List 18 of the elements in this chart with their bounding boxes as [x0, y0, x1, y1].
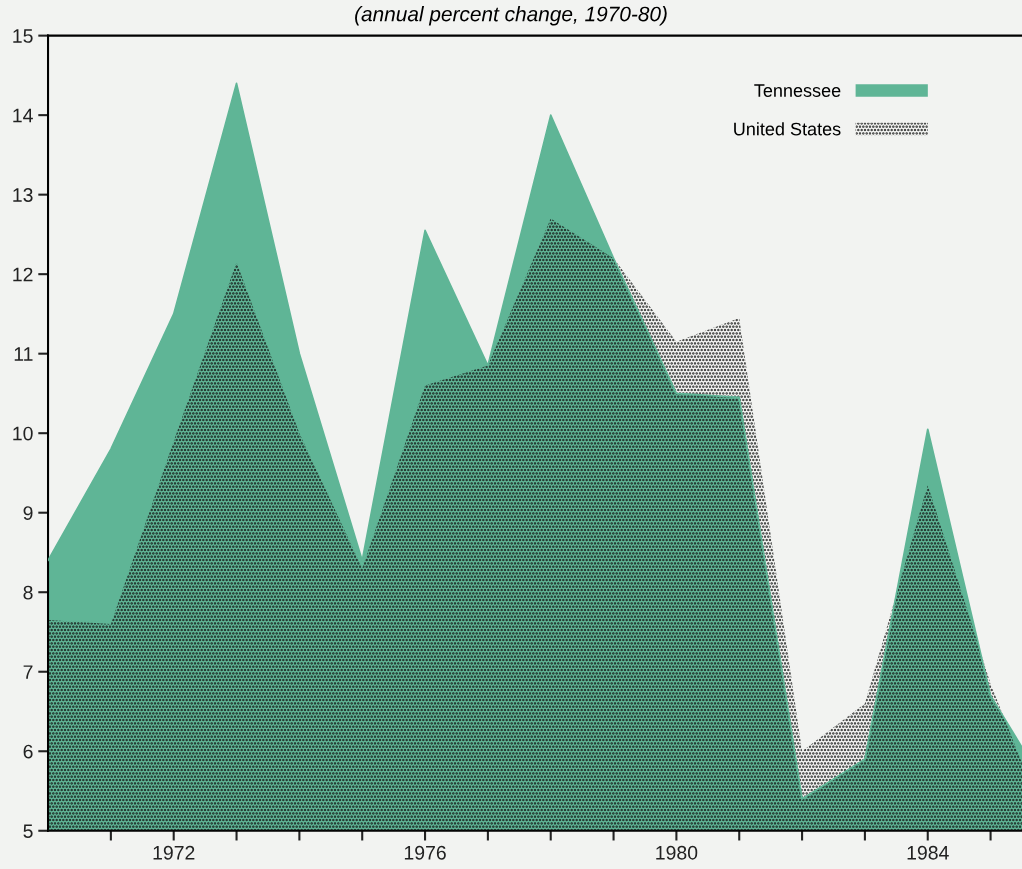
x-tick-label: 1976: [404, 845, 446, 860]
y-tick-label: 12: [13, 267, 33, 282]
x-tick-label: 1972: [153, 845, 195, 860]
chart-subtitle: (annual percent change, 1970-80): [355, 6, 667, 26]
x-tick-label: 1980: [656, 845, 698, 860]
y-tick-label: 9: [23, 506, 33, 520]
legend-label: Tennessee: [754, 84, 841, 97]
y-tick-label: 6: [23, 744, 33, 759]
y-tick-label: 8: [23, 585, 33, 600]
y-tick-label: 13: [13, 188, 33, 202]
x-tick-label: 1984: [907, 845, 949, 860]
y-tick-label: 14: [13, 108, 33, 123]
y-tick-label: 5: [23, 824, 33, 838]
y-tick-label: 11: [14, 347, 33, 361]
y-tick-label: 7: [23, 665, 33, 679]
y-tick-label: 15: [13, 29, 33, 43]
legend-label: United States: [734, 122, 841, 136]
y-tick-label: 10: [13, 426, 33, 441]
